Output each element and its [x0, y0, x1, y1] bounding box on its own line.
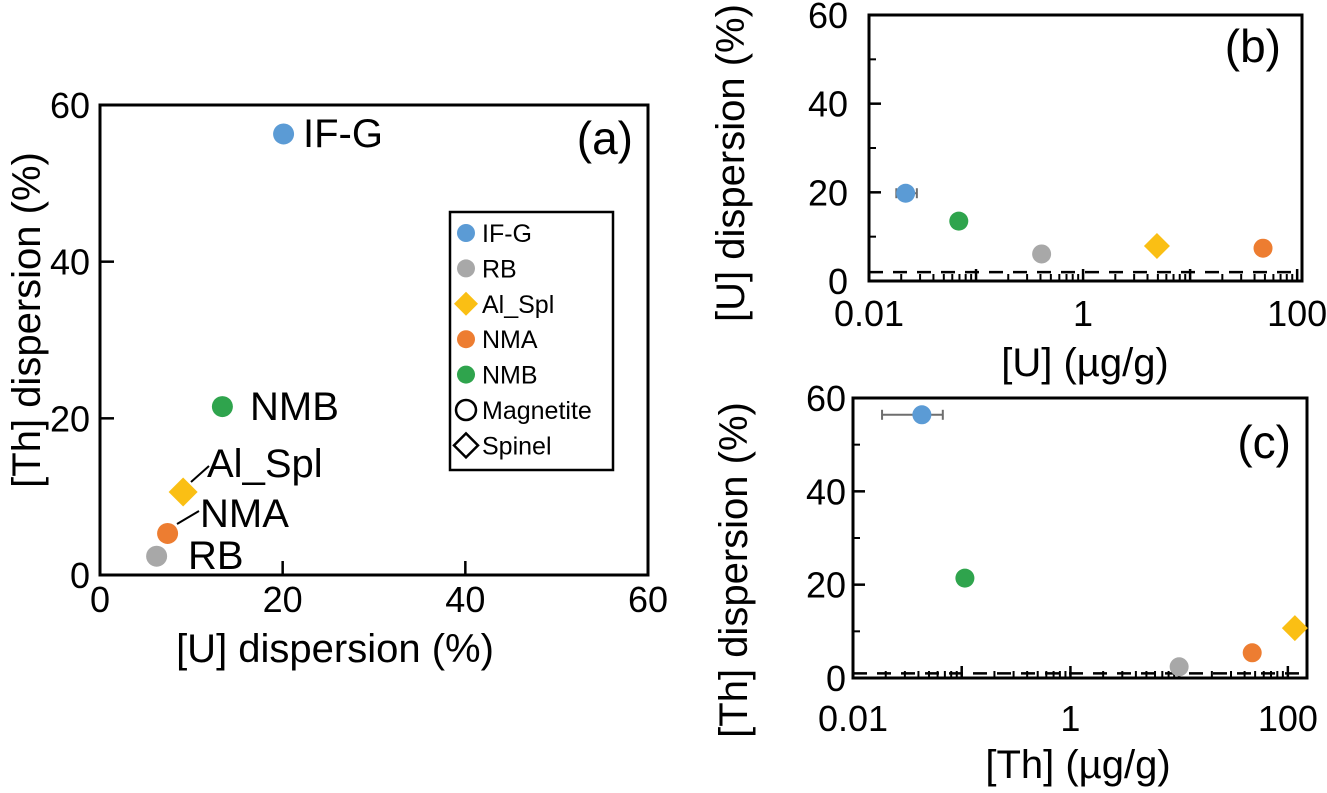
- x-tick-label: 40: [445, 579, 485, 620]
- panel-a-y-axis-label: [Th] dispersion (%): [5, 152, 49, 488]
- y-tick-label: 60: [808, 0, 848, 36]
- point-label-RB: RB: [188, 534, 244, 578]
- x-tick-label: 1: [1060, 698, 1080, 739]
- point-label-Al_Spl: Al_Spl: [207, 442, 323, 486]
- point-NMA-b: [1253, 238, 1273, 258]
- legend-marker-RB: [457, 259, 475, 278]
- legend-marker-Magnetite: [454, 398, 478, 422]
- legend-label-Al_Spl: Al_Spl: [482, 291, 554, 319]
- point-label-NMB: NMB: [250, 385, 339, 429]
- point-label-IF-G: IF-G: [303, 112, 383, 156]
- x-tick-label: 100: [1258, 698, 1318, 739]
- plot-area-c: [851, 396, 1309, 680]
- point-Al_Spl-a: [168, 477, 198, 507]
- y-tick-label: 40: [806, 471, 846, 512]
- point-NMB-c: [955, 568, 975, 588]
- point-Al_Spl-c: [1281, 615, 1308, 642]
- legend-label-Magnetite: Magnetite: [482, 397, 592, 425]
- legend-label-IF-G: IF-G: [482, 220, 532, 248]
- legend-marker-NMA: [457, 330, 475, 349]
- label-leader-line: [176, 510, 200, 525]
- x-tick-label: 60: [628, 579, 668, 620]
- x-tick-label: 0.01: [834, 293, 904, 334]
- legend-label-NMA: NMA: [482, 326, 538, 354]
- legend-label-NMB: NMB: [482, 362, 538, 390]
- panel-a-letter: (a): [577, 112, 633, 164]
- panel-c-letter: (c): [1237, 416, 1291, 468]
- point-IF-G-c: [912, 405, 932, 425]
- point-label-NMA: NMA: [200, 492, 289, 536]
- legend-marker-Spinel: [452, 431, 480, 460]
- panel-c-x-axis-label: [Th] (µg/g): [985, 743, 1170, 787]
- point-IF-G-a: [273, 123, 295, 145]
- panel-b-letter: (b): [1225, 20, 1281, 72]
- panel-b-x-axis-label: [U] (µg/g): [1001, 341, 1169, 385]
- panel-a-x-axis-label: [U] dispersion (%): [176, 627, 494, 671]
- legend-marker-NMB: [457, 365, 475, 384]
- point-NMA-c: [1242, 643, 1262, 663]
- point-NMB-a: [211, 396, 233, 418]
- y-tick-label: 0: [70, 555, 90, 596]
- panel-c-y-axis-label: [Th] dispersion (%): [712, 402, 756, 738]
- legend-box: [448, 210, 615, 472]
- x-tick-label: 0.01: [818, 698, 888, 739]
- panel-b-y-axis-label: [U] dispersion (%): [709, 4, 753, 322]
- panel-c: 0.01 1 100 0 20 40 60: [806, 378, 1318, 739]
- y-tick-label: 20: [50, 398, 90, 439]
- label-leader-line: [190, 465, 210, 483]
- point-NMB-b: [949, 211, 969, 231]
- legend-marker-IF-G: [457, 224, 475, 242]
- plot-area-b: [867, 13, 1304, 283]
- x-tick-label: 0: [90, 579, 110, 620]
- y-tick-label: 60: [50, 85, 90, 126]
- y-tick-label: 20: [808, 172, 848, 213]
- point-RB-c: [1169, 657, 1189, 677]
- point-RB-b: [1032, 244, 1052, 264]
- panel-a: 0 20 40 600204060IF-GNMBAl_SplNMARBIF-GRBAl…: [50, 85, 668, 620]
- x-tick-label: 1: [1073, 293, 1093, 334]
- y-tick-label: 0: [826, 658, 846, 699]
- point-Al_Spl-b: [1143, 232, 1170, 259]
- y-tick-label: 0: [828, 261, 848, 302]
- legend-label-RB: RB: [482, 255, 517, 283]
- y-tick-label: 40: [808, 84, 848, 125]
- legend: IF-G RB Al_Spl NMA NMB Magnetite Spinel: [448, 210, 615, 472]
- y-tick-label: 20: [806, 565, 846, 606]
- panel-b: 0.01 1 100 0 20 40 60: [808, 0, 1327, 334]
- x-tick-label: 20: [263, 579, 303, 620]
- point-RB-a: [146, 545, 168, 567]
- legend-marker-Al_Spl: [454, 291, 478, 316]
- point-NMA-a: [157, 522, 179, 544]
- y-tick-label: 40: [50, 242, 90, 283]
- x-tick-label: 100: [1267, 293, 1327, 334]
- y-tick-label: 60: [806, 378, 846, 419]
- point-IF-G-b: [896, 183, 916, 203]
- legend-label-Spinel: Spinel: [482, 432, 552, 460]
